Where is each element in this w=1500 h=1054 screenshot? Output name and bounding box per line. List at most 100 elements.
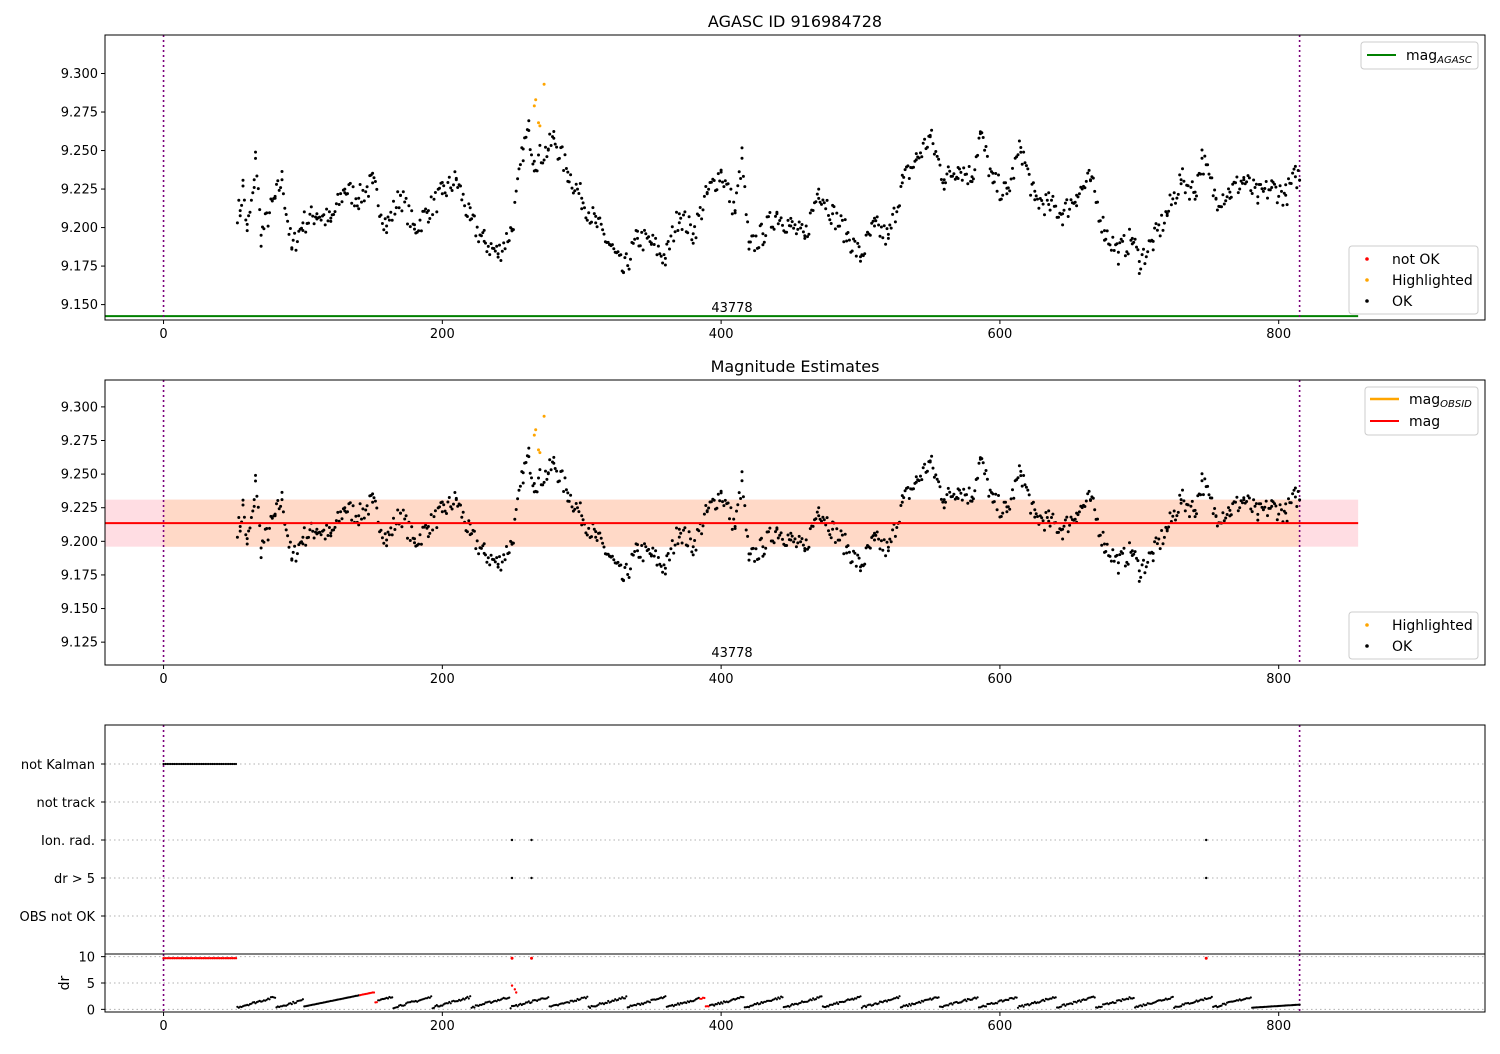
ok-point bbox=[709, 500, 713, 504]
legend-mag-label: mag bbox=[1409, 414, 1440, 430]
ok-point bbox=[935, 477, 939, 481]
ok-point bbox=[447, 496, 451, 499]
ok-point bbox=[499, 568, 503, 572]
panel-agasc: AGASC ID 916984728 0 200 400 600 8009.1509.1… bbox=[61, 12, 1486, 342]
ok-point bbox=[417, 229, 421, 233]
dr-point bbox=[589, 1006, 592, 1010]
ok-point bbox=[581, 518, 585, 522]
dr-notok-point bbox=[173, 957, 176, 960]
ok-point bbox=[906, 164, 910, 168]
ok-point bbox=[1296, 490, 1300, 493]
ok-point bbox=[1171, 197, 1175, 201]
ok-point bbox=[256, 505, 260, 509]
ok-point bbox=[675, 526, 678, 530]
ok-point bbox=[1252, 498, 1256, 502]
dr-point bbox=[1168, 997, 1172, 1000]
dr-point bbox=[391, 996, 394, 999]
ok-point bbox=[456, 186, 460, 189]
ok-point bbox=[247, 529, 251, 533]
ok-point bbox=[500, 249, 504, 253]
ok-point bbox=[348, 501, 352, 505]
ok-point bbox=[649, 241, 653, 245]
ok-point bbox=[1239, 179, 1243, 183]
ok-point bbox=[477, 240, 481, 244]
ok-point bbox=[1278, 503, 1282, 507]
y-tick-label: 9.300 bbox=[61, 400, 98, 415]
ok-point bbox=[893, 534, 897, 538]
ok-point bbox=[518, 163, 522, 167]
ok-point bbox=[1093, 508, 1097, 512]
ok-point bbox=[1213, 188, 1217, 192]
ok-point bbox=[701, 208, 705, 212]
ok-point bbox=[1033, 189, 1037, 193]
ok-point bbox=[337, 203, 341, 206]
ok-point bbox=[311, 214, 315, 218]
ok-point bbox=[1034, 194, 1038, 198]
ok-point bbox=[1284, 511, 1288, 515]
ok-point bbox=[808, 527, 812, 531]
ok-point bbox=[393, 212, 397, 216]
dr-point bbox=[483, 1002, 486, 1006]
ok-point bbox=[704, 185, 708, 188]
dr-point bbox=[1093, 996, 1096, 999]
flag-point bbox=[166, 762, 169, 766]
ok-point bbox=[323, 223, 327, 227]
ok-point bbox=[238, 209, 242, 213]
ok-point bbox=[294, 559, 298, 563]
ok-point bbox=[248, 526, 252, 530]
ok-point bbox=[350, 201, 354, 205]
ok-point bbox=[1005, 510, 1009, 514]
ok-point bbox=[580, 207, 584, 211]
flag-point bbox=[530, 838, 533, 842]
dr-point bbox=[430, 995, 433, 998]
ok-point bbox=[859, 569, 862, 573]
ok-point bbox=[1160, 213, 1164, 217]
ok-point bbox=[552, 461, 556, 465]
ok-point bbox=[245, 222, 249, 226]
ok-point bbox=[237, 198, 241, 202]
ok-point bbox=[468, 533, 472, 537]
ok-point bbox=[772, 541, 776, 545]
ok-point bbox=[873, 538, 876, 542]
ok-point bbox=[930, 454, 934, 458]
ok-point bbox=[845, 232, 849, 236]
x-tick-label: 0 bbox=[159, 327, 167, 342]
ok-point bbox=[1016, 153, 1020, 157]
x-tick-label: 800 bbox=[1266, 327, 1291, 342]
ok-point bbox=[602, 232, 606, 236]
ok-point bbox=[673, 230, 677, 234]
ok-point bbox=[718, 179, 722, 183]
ok-point bbox=[920, 155, 924, 159]
ok-point bbox=[454, 178, 458, 182]
ok-point bbox=[817, 514, 821, 518]
ok-point bbox=[353, 204, 356, 208]
ok-point bbox=[997, 173, 1000, 177]
ok-point bbox=[814, 517, 818, 521]
ok-point bbox=[840, 218, 844, 222]
dr-point bbox=[372, 991, 376, 994]
ok-point bbox=[326, 219, 330, 223]
ok-point bbox=[544, 469, 547, 473]
dr-point bbox=[964, 998, 967, 1001]
ok-point bbox=[679, 531, 683, 535]
ok-point bbox=[308, 212, 312, 216]
ok-point bbox=[803, 547, 807, 550]
ok-point bbox=[375, 187, 379, 191]
ok-point bbox=[371, 492, 375, 496]
ok-point bbox=[502, 553, 506, 557]
ok-point bbox=[726, 501, 730, 505]
ok-point bbox=[332, 213, 336, 216]
flag-point bbox=[162, 762, 165, 766]
ok-point bbox=[482, 228, 486, 232]
dr-point bbox=[1182, 1003, 1185, 1006]
ok-point bbox=[1161, 228, 1165, 232]
ok-point bbox=[406, 536, 409, 540]
highlighted-point bbox=[537, 121, 540, 125]
ok-point bbox=[921, 466, 925, 470]
ok-point bbox=[1214, 514, 1218, 518]
dr-point bbox=[446, 1002, 449, 1005]
ok-point bbox=[793, 223, 797, 227]
ok-point bbox=[965, 493, 968, 497]
ok-point bbox=[372, 176, 376, 180]
ok-point bbox=[254, 150, 257, 154]
